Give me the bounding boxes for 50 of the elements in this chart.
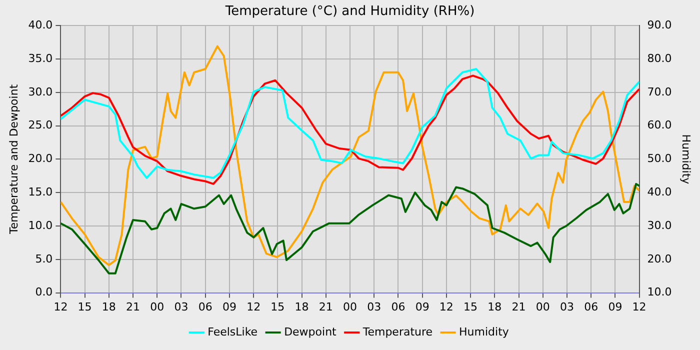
x-tick-label: 03 [560, 300, 574, 314]
x-tick-label: 15 [464, 300, 478, 314]
x-tick-label: 06 [584, 300, 598, 314]
y-tick-label: 25.0 [28, 118, 53, 132]
y2-tick-label: 10.0 [647, 286, 672, 299]
legend-label: Humidity [459, 325, 510, 338]
x-tick-label: 15 [78, 300, 92, 314]
y-tick-label: 40.0 [28, 18, 53, 32]
y2-tick-label: 60.0 [647, 118, 672, 132]
chart-title: Temperature (°C) and Humidity (RH%) [224, 4, 475, 20]
y-axis-title: Temperature and Dewpoint [7, 84, 20, 236]
x-tick-label: 21 [512, 300, 526, 314]
x-tick-label: 03 [174, 300, 188, 314]
x-tick-label: 09 [222, 300, 236, 314]
x-tick-label: 18 [294, 300, 309, 314]
y2-tick-label: 30.0 [647, 218, 672, 232]
legend-label: Dewpoint [284, 325, 338, 338]
x-tick-label: 12 [632, 300, 646, 314]
y2-tick-label: 20.0 [647, 252, 672, 266]
x-tick-label: 00 [150, 300, 164, 314]
y2-tick-label: 90.0 [647, 18, 672, 32]
y2-tick-label: 70.0 [647, 85, 672, 98]
x-tick-label: 09 [415, 300, 430, 314]
y-tick-label: 5.0 [35, 252, 53, 266]
x-tick-label: 12 [246, 300, 261, 314]
x-tick-label: 06 [391, 300, 406, 314]
x-tick-label: 15 [270, 300, 285, 314]
y-tick-label: 15.0 [28, 185, 53, 198]
y-tick-label: 35.0 [28, 52, 53, 65]
x-tick-label: 09 [608, 300, 622, 314]
y2-tick-label: 50.0 [647, 152, 672, 166]
y-tick-label: 0.0 [35, 286, 53, 299]
legend-label: Temperature [362, 325, 433, 338]
x-tick-label: 00 [343, 300, 357, 314]
y2-axis-title: Humidity [680, 134, 693, 185]
x-tick-label: 00 [536, 300, 550, 314]
y-tick-label: 20.0 [28, 152, 53, 166]
x-tick-label: 12 [54, 300, 68, 314]
y2-tick-label: 40.0 [647, 185, 672, 198]
x-tick-label: 21 [318, 300, 333, 314]
x-tick-label: 21 [126, 300, 140, 314]
x-tick-label: 18 [102, 300, 116, 314]
y2-tick-label: 80.0 [647, 52, 672, 65]
y-tick-label: 10.0 [28, 218, 53, 232]
x-tick-label: 18 [488, 300, 502, 314]
x-tick-label: 12 [439, 300, 454, 314]
x-tick-label: 03 [367, 300, 382, 314]
y-tick-label: 30.0 [28, 85, 53, 98]
x-tick-label: 06 [198, 300, 212, 314]
legend-label: FeelsLike [208, 325, 258, 338]
